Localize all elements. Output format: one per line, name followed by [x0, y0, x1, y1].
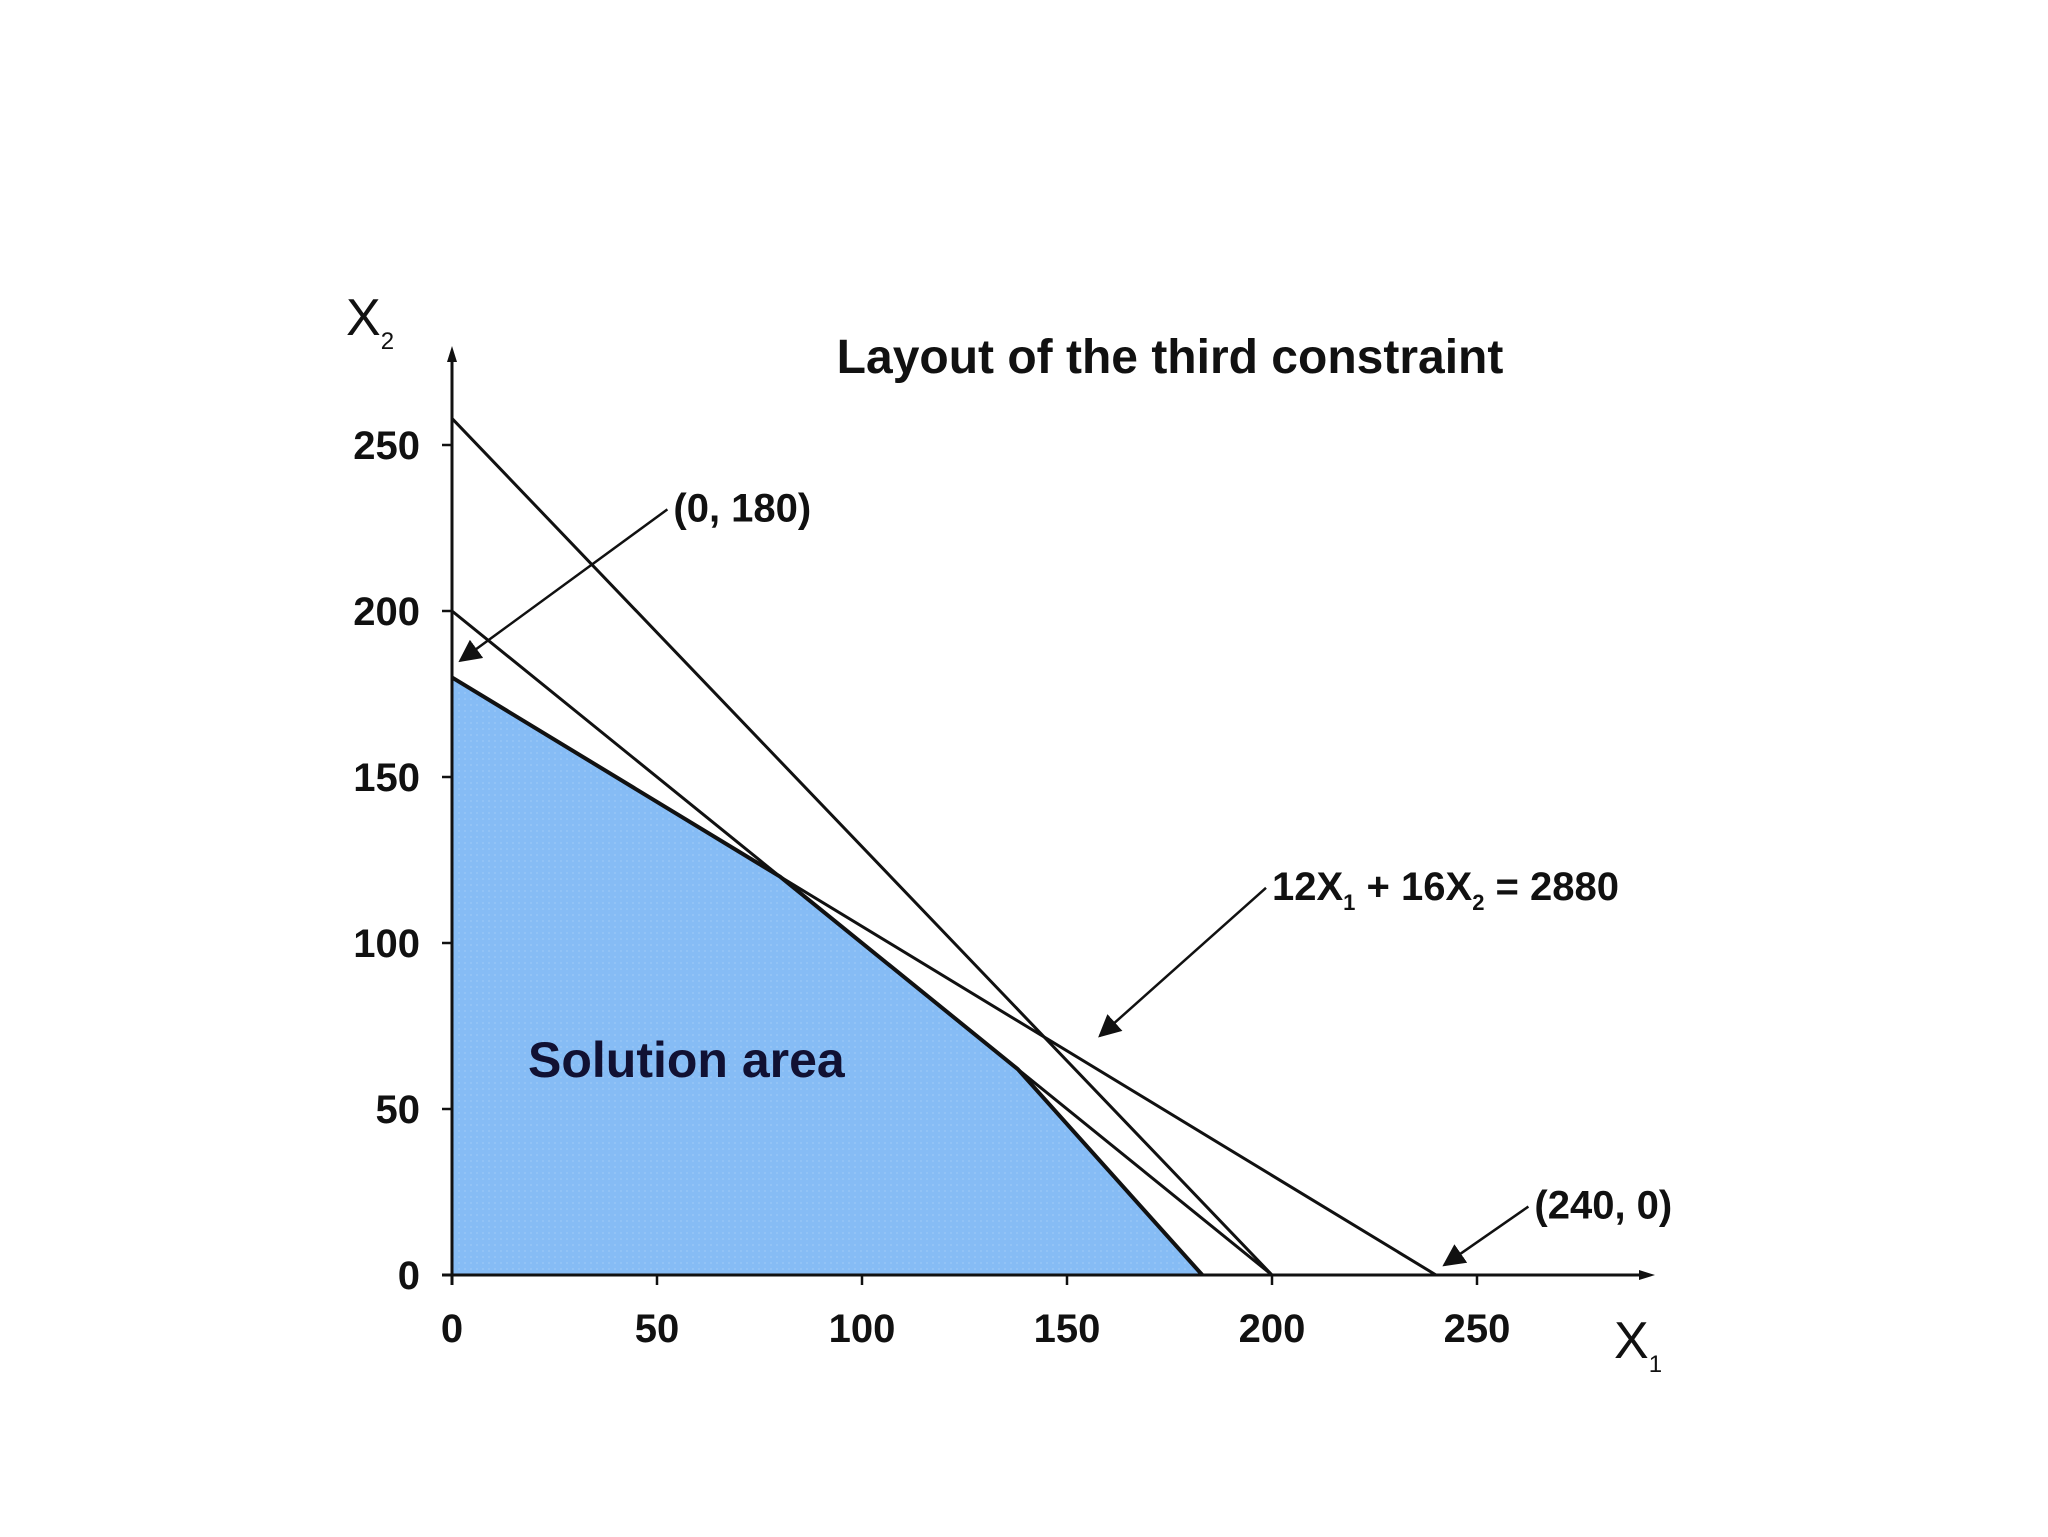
y-tick-label: 100 [353, 922, 420, 966]
solution-area-region [452, 677, 1203, 1275]
y-tick-label: 0 [398, 1254, 420, 1298]
annotations: (0, 180) (240, 0) 12X1 + 16X2 = 2880 [458, 486, 1672, 1267]
annotation-arrow [458, 508, 669, 663]
annotation-label: 12X1 + 16X2 = 2880 [1272, 865, 1619, 915]
constraint-line-1 [450, 417, 1274, 1277]
x-tick-label: 200 [1239, 1307, 1306, 1351]
y-axis-label: X2 [346, 289, 394, 355]
x-tick-label: 100 [829, 1307, 896, 1351]
x-tick-label: 50 [635, 1307, 680, 1351]
x-tick-label: 150 [1034, 1307, 1101, 1351]
region-boundary [450, 675, 1204, 1277]
annotation-arrow [1098, 886, 1267, 1038]
annotation-label: (0, 180) [673, 486, 811, 530]
y-axis-arrow-icon [447, 346, 457, 362]
x-tick-label: 250 [1444, 1307, 1511, 1351]
x-tick-label: 0 [441, 1307, 463, 1351]
x-axis-arrow-icon [1639, 1270, 1655, 1280]
y-tick-label: 200 [353, 590, 420, 634]
y-axis-ticks: 0 50 100 150 200 250 [353, 424, 452, 1298]
x-axis-ticks: 0 50 100 150 200 250 [441, 1275, 1511, 1351]
x-axis-label: X1 [1614, 1312, 1662, 1378]
solution-area-label: Solution area [528, 1032, 846, 1088]
y-tick-label: 150 [353, 756, 420, 800]
chart-title: Layout of the third constraint [837, 331, 1504, 384]
y-tick-label: 250 [353, 424, 420, 468]
annotation-label: (240, 0) [1534, 1184, 1672, 1228]
axes [442, 346, 1655, 1285]
y-tick-label: 50 [376, 1088, 421, 1132]
annotation-arrow [1442, 1205, 1530, 1267]
